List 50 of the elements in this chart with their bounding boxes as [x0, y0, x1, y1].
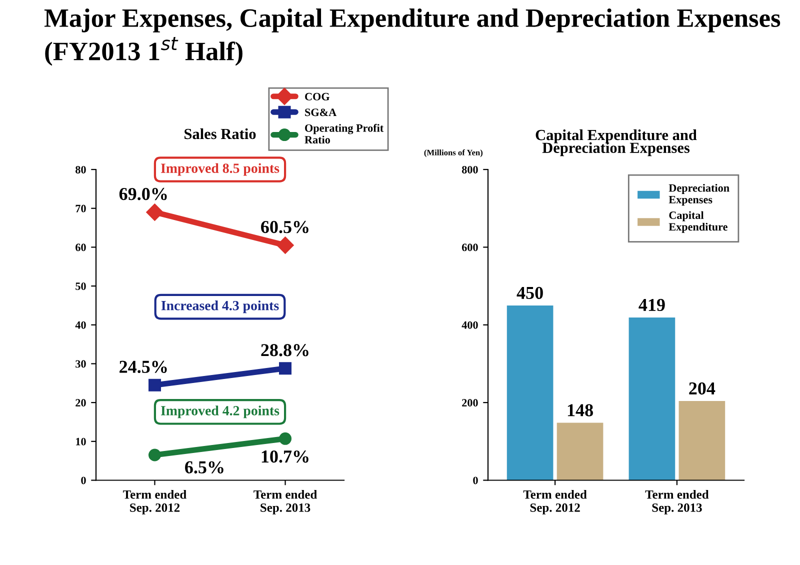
- point: [148, 378, 161, 392]
- y-tick-label: 400: [462, 321, 478, 329]
- y-tick-label: 80: [76, 166, 86, 174]
- point: [279, 362, 292, 375]
- y-tick-label: 0: [473, 476, 478, 484]
- legend-label: COG: [305, 92, 330, 100]
- x-tick-label: Term ended Sep. 2012: [523, 490, 587, 514]
- y-tick-label: 10: [76, 438, 86, 446]
- chart-title: Sales Ratio: [184, 128, 256, 140]
- bar: [556, 422, 604, 480]
- legend-label: Capital Expenditure: [668, 211, 728, 233]
- y-tick-label: 0: [81, 476, 86, 484]
- bar: [628, 317, 676, 480]
- point: [148, 448, 161, 462]
- x-tick-label: Term ended Sep. 2013: [254, 490, 318, 514]
- y-tick-label: 200: [462, 399, 478, 407]
- data-label: 419: [638, 298, 665, 312]
- data-label: 69.0%: [119, 188, 167, 200]
- bar: [506, 305, 554, 480]
- y-tick-label: 30: [76, 360, 86, 368]
- y-axis-title: (Millions of Yen): [424, 149, 483, 158]
- y-tick-label: 20: [76, 399, 86, 407]
- point: [146, 204, 164, 221]
- data-label: 60.5%: [261, 220, 308, 234]
- legend-label: Operating Profit Ratio: [304, 124, 384, 144]
- y-tick-label: 50: [76, 282, 86, 290]
- annotation: Increased 4.3 points: [161, 300, 279, 314]
- legend-label: Depreciation Expenses: [668, 184, 730, 206]
- annotation: Improved 8.5 points: [160, 163, 280, 176]
- data-label: 24.5%: [120, 360, 167, 374]
- y-tick-label: 70: [76, 204, 86, 212]
- y-tick-label: 60: [76, 244, 86, 252]
- x-tick-label: Term ended Sep. 2013: [645, 490, 709, 514]
- point: [279, 432, 292, 445]
- x-tick-label: Term ended Sep. 2012: [123, 490, 186, 514]
- y-tick-label: 40: [75, 321, 86, 329]
- bar: [678, 401, 726, 480]
- data-label: 6.5%: [185, 461, 224, 474]
- text: Major Expenses, Capital Expenditure and Depreciation Expenses (FY2013 1$^{st}$ Half): [44, 8, 780, 66]
- data-label: 450: [516, 286, 543, 300]
- annotation: Improved 4.2 points: [160, 406, 280, 418]
- data-label: 204: [689, 382, 716, 395]
- y-tick-label: 600: [462, 244, 478, 252]
- data-label: 28.8%: [261, 344, 308, 356]
- data-label: 10.7%: [262, 450, 308, 463]
- y-tick-label: 800: [462, 166, 478, 174]
- point: [276, 236, 294, 254]
- chart-title: Capital Expenditure and Depreciation Expenses: [536, 129, 697, 156]
- data-label: 148: [568, 404, 593, 416]
- legend-label: SG&A: [305, 108, 337, 116]
